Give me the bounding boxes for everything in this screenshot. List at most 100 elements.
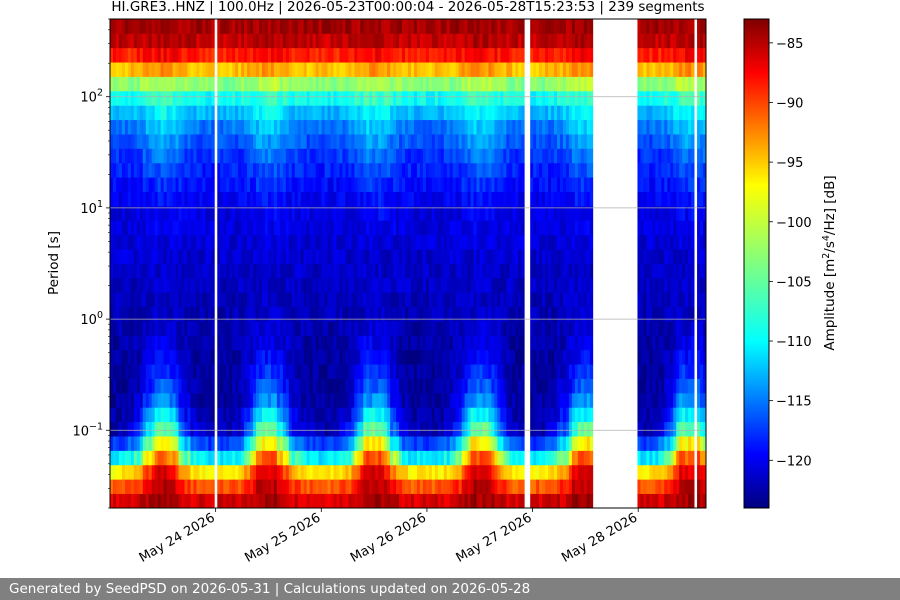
heatmap-cell — [151, 493, 156, 508]
heatmap-cell — [256, 62, 260, 77]
heatmap-cell — [121, 234, 126, 250]
heatmap-cell — [267, 47, 272, 63]
heatmap-cell — [163, 76, 168, 92]
heatmap-cell — [294, 263, 299, 279]
heatmap-cell — [288, 62, 293, 77]
heatmap-cell — [422, 205, 427, 221]
heatmap-cell — [190, 234, 194, 250]
heatmap-cell — [306, 19, 311, 34]
heatmap-cell — [273, 234, 278, 250]
heatmap-cell — [410, 436, 415, 451]
heatmap-cell — [431, 263, 436, 279]
heatmap-cell — [387, 421, 391, 437]
heatmap-cell — [169, 349, 173, 365]
heatmap-cell — [127, 105, 132, 121]
heatmap-cell — [428, 191, 433, 207]
heatmap-cell — [244, 148, 248, 164]
heatmap-cell — [366, 162, 370, 178]
heatmap-cell — [112, 249, 117, 264]
heatmap-cell — [193, 335, 197, 351]
heatmap-cell — [196, 292, 200, 308]
heatmap-cell — [440, 76, 445, 92]
heatmap-cell — [184, 177, 188, 192]
heatmap-cell — [235, 47, 239, 63]
heatmap-cell — [244, 421, 248, 437]
heatmap-cell — [259, 464, 263, 480]
heatmap-cell — [238, 249, 242, 264]
heatmap-cell — [181, 277, 185, 293]
heatmap-cell — [506, 47, 510, 63]
heatmap-cell — [482, 76, 486, 92]
heatmap-cell — [235, 464, 239, 480]
heatmap-cell — [384, 234, 388, 250]
heatmap-cell — [181, 234, 185, 250]
heatmap-cell — [199, 249, 203, 264]
heatmap-cell — [193, 392, 197, 408]
heatmap-cell — [259, 277, 263, 293]
heatmap-cell — [238, 33, 242, 49]
heatmap-cell — [539, 378, 543, 394]
heatmap-cell — [539, 364, 543, 379]
heatmap-cell — [545, 450, 549, 466]
heatmap-cell — [315, 19, 319, 34]
heatmap-cell — [485, 450, 489, 466]
heatmap-cell — [250, 47, 254, 63]
heatmap-cell — [303, 450, 308, 466]
heatmap-cell — [419, 321, 424, 336]
heatmap-cell — [244, 205, 248, 221]
heatmap-cell — [434, 479, 439, 495]
heatmap-cell — [342, 148, 346, 164]
heatmap-cell — [512, 436, 516, 451]
heatmap-cell — [205, 321, 209, 336]
heatmap-cell — [437, 162, 442, 178]
heatmap-cell — [273, 76, 278, 92]
heatmap-cell — [506, 220, 510, 236]
heatmap-cell — [202, 234, 206, 250]
heatmap-cell — [521, 335, 525, 351]
heatmap-cell — [187, 177, 191, 192]
heatmap-cell — [431, 220, 436, 236]
heatmap-cell — [452, 277, 457, 293]
heatmap-cell — [145, 162, 150, 178]
heatmap-cell — [533, 364, 537, 379]
heatmap-cell — [133, 47, 138, 63]
heatmap-cell — [339, 191, 343, 207]
heatmap-cell — [390, 134, 394, 149]
heatmap-cell — [467, 378, 471, 394]
heatmap-cell — [506, 392, 510, 408]
heatmap-cell — [360, 450, 364, 466]
heatmap-cell — [279, 234, 284, 250]
heatmap-cell — [419, 263, 424, 279]
heatmap-cell — [363, 349, 367, 365]
heatmap-cell — [124, 220, 129, 236]
heatmap-cell — [384, 62, 388, 77]
heatmap-cell — [416, 162, 421, 178]
heatmap-cell — [130, 263, 135, 279]
heatmap-cell — [276, 249, 281, 264]
heatmap-cell — [154, 134, 159, 149]
heatmap-cell — [300, 321, 305, 336]
heatmap-cell — [130, 421, 135, 437]
heatmap-cell — [205, 105, 209, 121]
heatmap-cell — [297, 277, 302, 293]
heatmap-cell — [431, 378, 436, 394]
heatmap-cell — [339, 321, 343, 336]
heatmap-cell — [405, 249, 409, 264]
heatmap-cell — [211, 205, 215, 221]
heatmap-cell — [273, 33, 278, 49]
heatmap-cell — [148, 220, 153, 236]
heatmap-cell — [193, 378, 197, 394]
heatmap-cell — [399, 234, 403, 250]
heatmap-cell — [297, 162, 302, 178]
heatmap-cell — [318, 62, 322, 77]
heatmap-cell — [378, 148, 382, 164]
heatmap-cell — [244, 134, 248, 149]
heatmap-cell — [434, 105, 439, 121]
heatmap-cell — [285, 335, 290, 351]
heatmap-cell — [467, 33, 471, 49]
heatmap-cell — [342, 277, 346, 293]
heatmap-cell — [452, 306, 457, 322]
heatmap-cell — [196, 62, 200, 77]
heatmap-cell — [467, 392, 471, 408]
heatmap-cell — [449, 33, 454, 49]
